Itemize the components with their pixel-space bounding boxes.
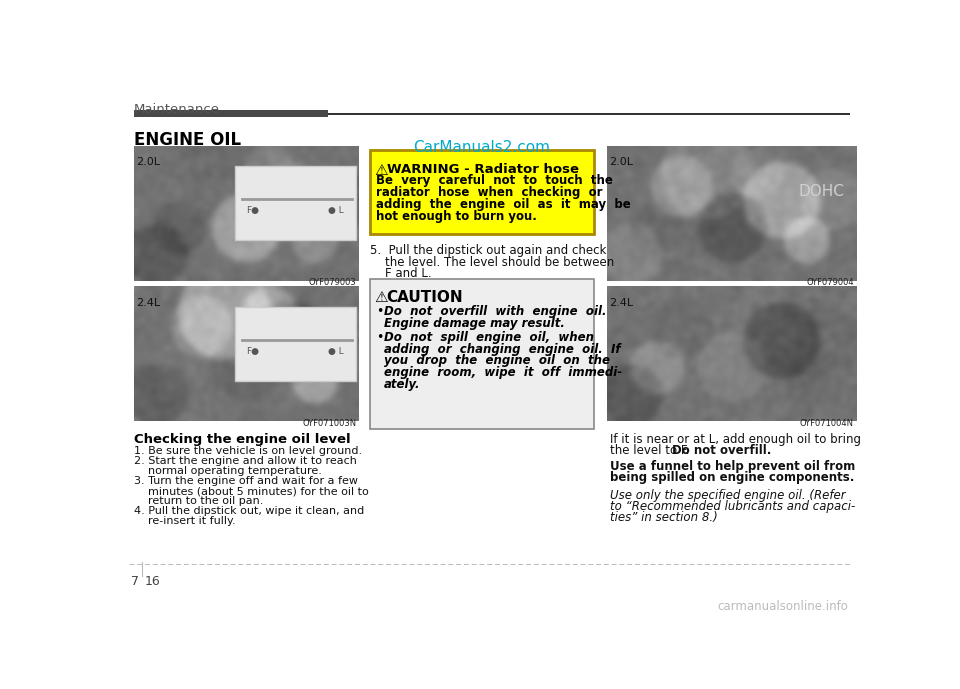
Text: return to the oil pan.: return to the oil pan. xyxy=(134,496,263,506)
Text: ⚠: ⚠ xyxy=(374,290,388,305)
Text: adding  or  changing  engine  oil.  If: adding or changing engine oil. If xyxy=(383,343,620,356)
Text: OYF071003N: OYF071003N xyxy=(302,419,356,428)
Text: normal operating temperature.: normal operating temperature. xyxy=(134,466,322,476)
Text: Maintenance: Maintenance xyxy=(134,103,220,116)
Text: Do  not  overfill  with  engine  oil.: Do not overfill with engine oil. xyxy=(383,305,606,318)
Text: Engine damage may result.: Engine damage may result. xyxy=(383,317,564,330)
Text: 2.0L: 2.0L xyxy=(136,156,160,167)
Text: Be  very  careful  not  to  touch  the: Be very careful not to touch the xyxy=(375,174,612,187)
Text: CAUTION: CAUTION xyxy=(387,290,464,305)
Text: 4. Pull the dipstick out, wipe it clean, and: 4. Pull the dipstick out, wipe it clean,… xyxy=(134,506,364,516)
Text: Use a funnel to help prevent oil from: Use a funnel to help prevent oil from xyxy=(610,460,855,473)
Text: engine  room,  wipe  it  off  immedi-: engine room, wipe it off immedi- xyxy=(383,366,622,379)
Text: hot enough to burn you.: hot enough to burn you. xyxy=(375,211,537,223)
Text: 5.  Pull the dipstick out again and check: 5. Pull the dipstick out again and check xyxy=(370,245,606,258)
Text: carmanualsonline.info: carmanualsonline.info xyxy=(718,600,849,613)
Text: the level. The level should be between: the level. The level should be between xyxy=(370,256,613,269)
Text: ties” in section 8.): ties” in section 8.) xyxy=(610,511,717,524)
Text: radiator  hose  when  checking  or: radiator hose when checking or xyxy=(375,186,602,199)
Bar xyxy=(134,110,327,116)
Text: OYF071004N: OYF071004N xyxy=(800,419,854,428)
Text: OYF079003: OYF079003 xyxy=(308,278,356,287)
Text: 1. Be sure the vehicle is on level ground.: 1. Be sure the vehicle is on level groun… xyxy=(134,446,362,456)
Text: 2.4L: 2.4L xyxy=(136,298,160,307)
Text: ENGINE OIL: ENGINE OIL xyxy=(134,131,241,150)
Bar xyxy=(370,150,594,234)
Text: Use only the specified engine oil. (Refer: Use only the specified engine oil. (Refe… xyxy=(610,489,846,502)
Text: F and L.: F and L. xyxy=(370,267,431,280)
Bar xyxy=(370,279,594,429)
Text: DOHC: DOHC xyxy=(798,185,844,199)
Text: Checking the engine oil level: Checking the engine oil level xyxy=(134,433,350,446)
Text: the level to F.: the level to F. xyxy=(610,444,693,457)
Text: adding  the  engine  oil  as  it  may  be: adding the engine oil as it may be xyxy=(375,198,631,212)
Text: 2. Start the engine and allow it to reach: 2. Start the engine and allow it to reac… xyxy=(134,456,357,466)
Text: 7: 7 xyxy=(131,575,139,588)
Text: F●: F● xyxy=(247,347,259,356)
Text: F●: F● xyxy=(247,206,259,215)
Text: 16: 16 xyxy=(145,575,160,588)
Text: OYF079004: OYF079004 xyxy=(806,278,854,287)
Text: Do not overfill.: Do not overfill. xyxy=(672,444,771,457)
Text: re-insert it fully.: re-insert it fully. xyxy=(134,516,235,526)
Text: being spilled on engine components.: being spilled on engine components. xyxy=(610,471,854,484)
Bar xyxy=(234,307,355,380)
Text: ● L: ● L xyxy=(328,206,345,215)
Text: ⚠: ⚠ xyxy=(374,163,388,178)
Text: ately.: ately. xyxy=(383,378,420,391)
Text: ● L: ● L xyxy=(328,347,345,356)
Text: to “Recommended lubricants and capaci-: to “Recommended lubricants and capaci- xyxy=(610,500,855,513)
Text: Do  not  spill  engine  oil,  when: Do not spill engine oil, when xyxy=(383,331,593,344)
Text: 3. Turn the engine off and wait for a few: 3. Turn the engine off and wait for a fe… xyxy=(134,476,358,486)
Bar xyxy=(234,166,355,240)
Text: minutes (about 5 minutes) for the oil to: minutes (about 5 minutes) for the oil to xyxy=(134,486,369,496)
Text: WARNING - Radiator hose: WARNING - Radiator hose xyxy=(387,163,579,176)
Text: 2.0L: 2.0L xyxy=(609,156,633,167)
Text: •: • xyxy=(375,305,383,318)
Text: If it is near or at L, add enough oil to bring: If it is near or at L, add enough oil to… xyxy=(610,433,861,446)
Text: you  drop  the  engine  oil  on  the: you drop the engine oil on the xyxy=(383,354,610,367)
Bar xyxy=(327,114,850,115)
Text: •: • xyxy=(375,331,383,344)
Text: CarManuals2.com: CarManuals2.com xyxy=(414,141,550,156)
Text: 2.4L: 2.4L xyxy=(609,298,634,307)
